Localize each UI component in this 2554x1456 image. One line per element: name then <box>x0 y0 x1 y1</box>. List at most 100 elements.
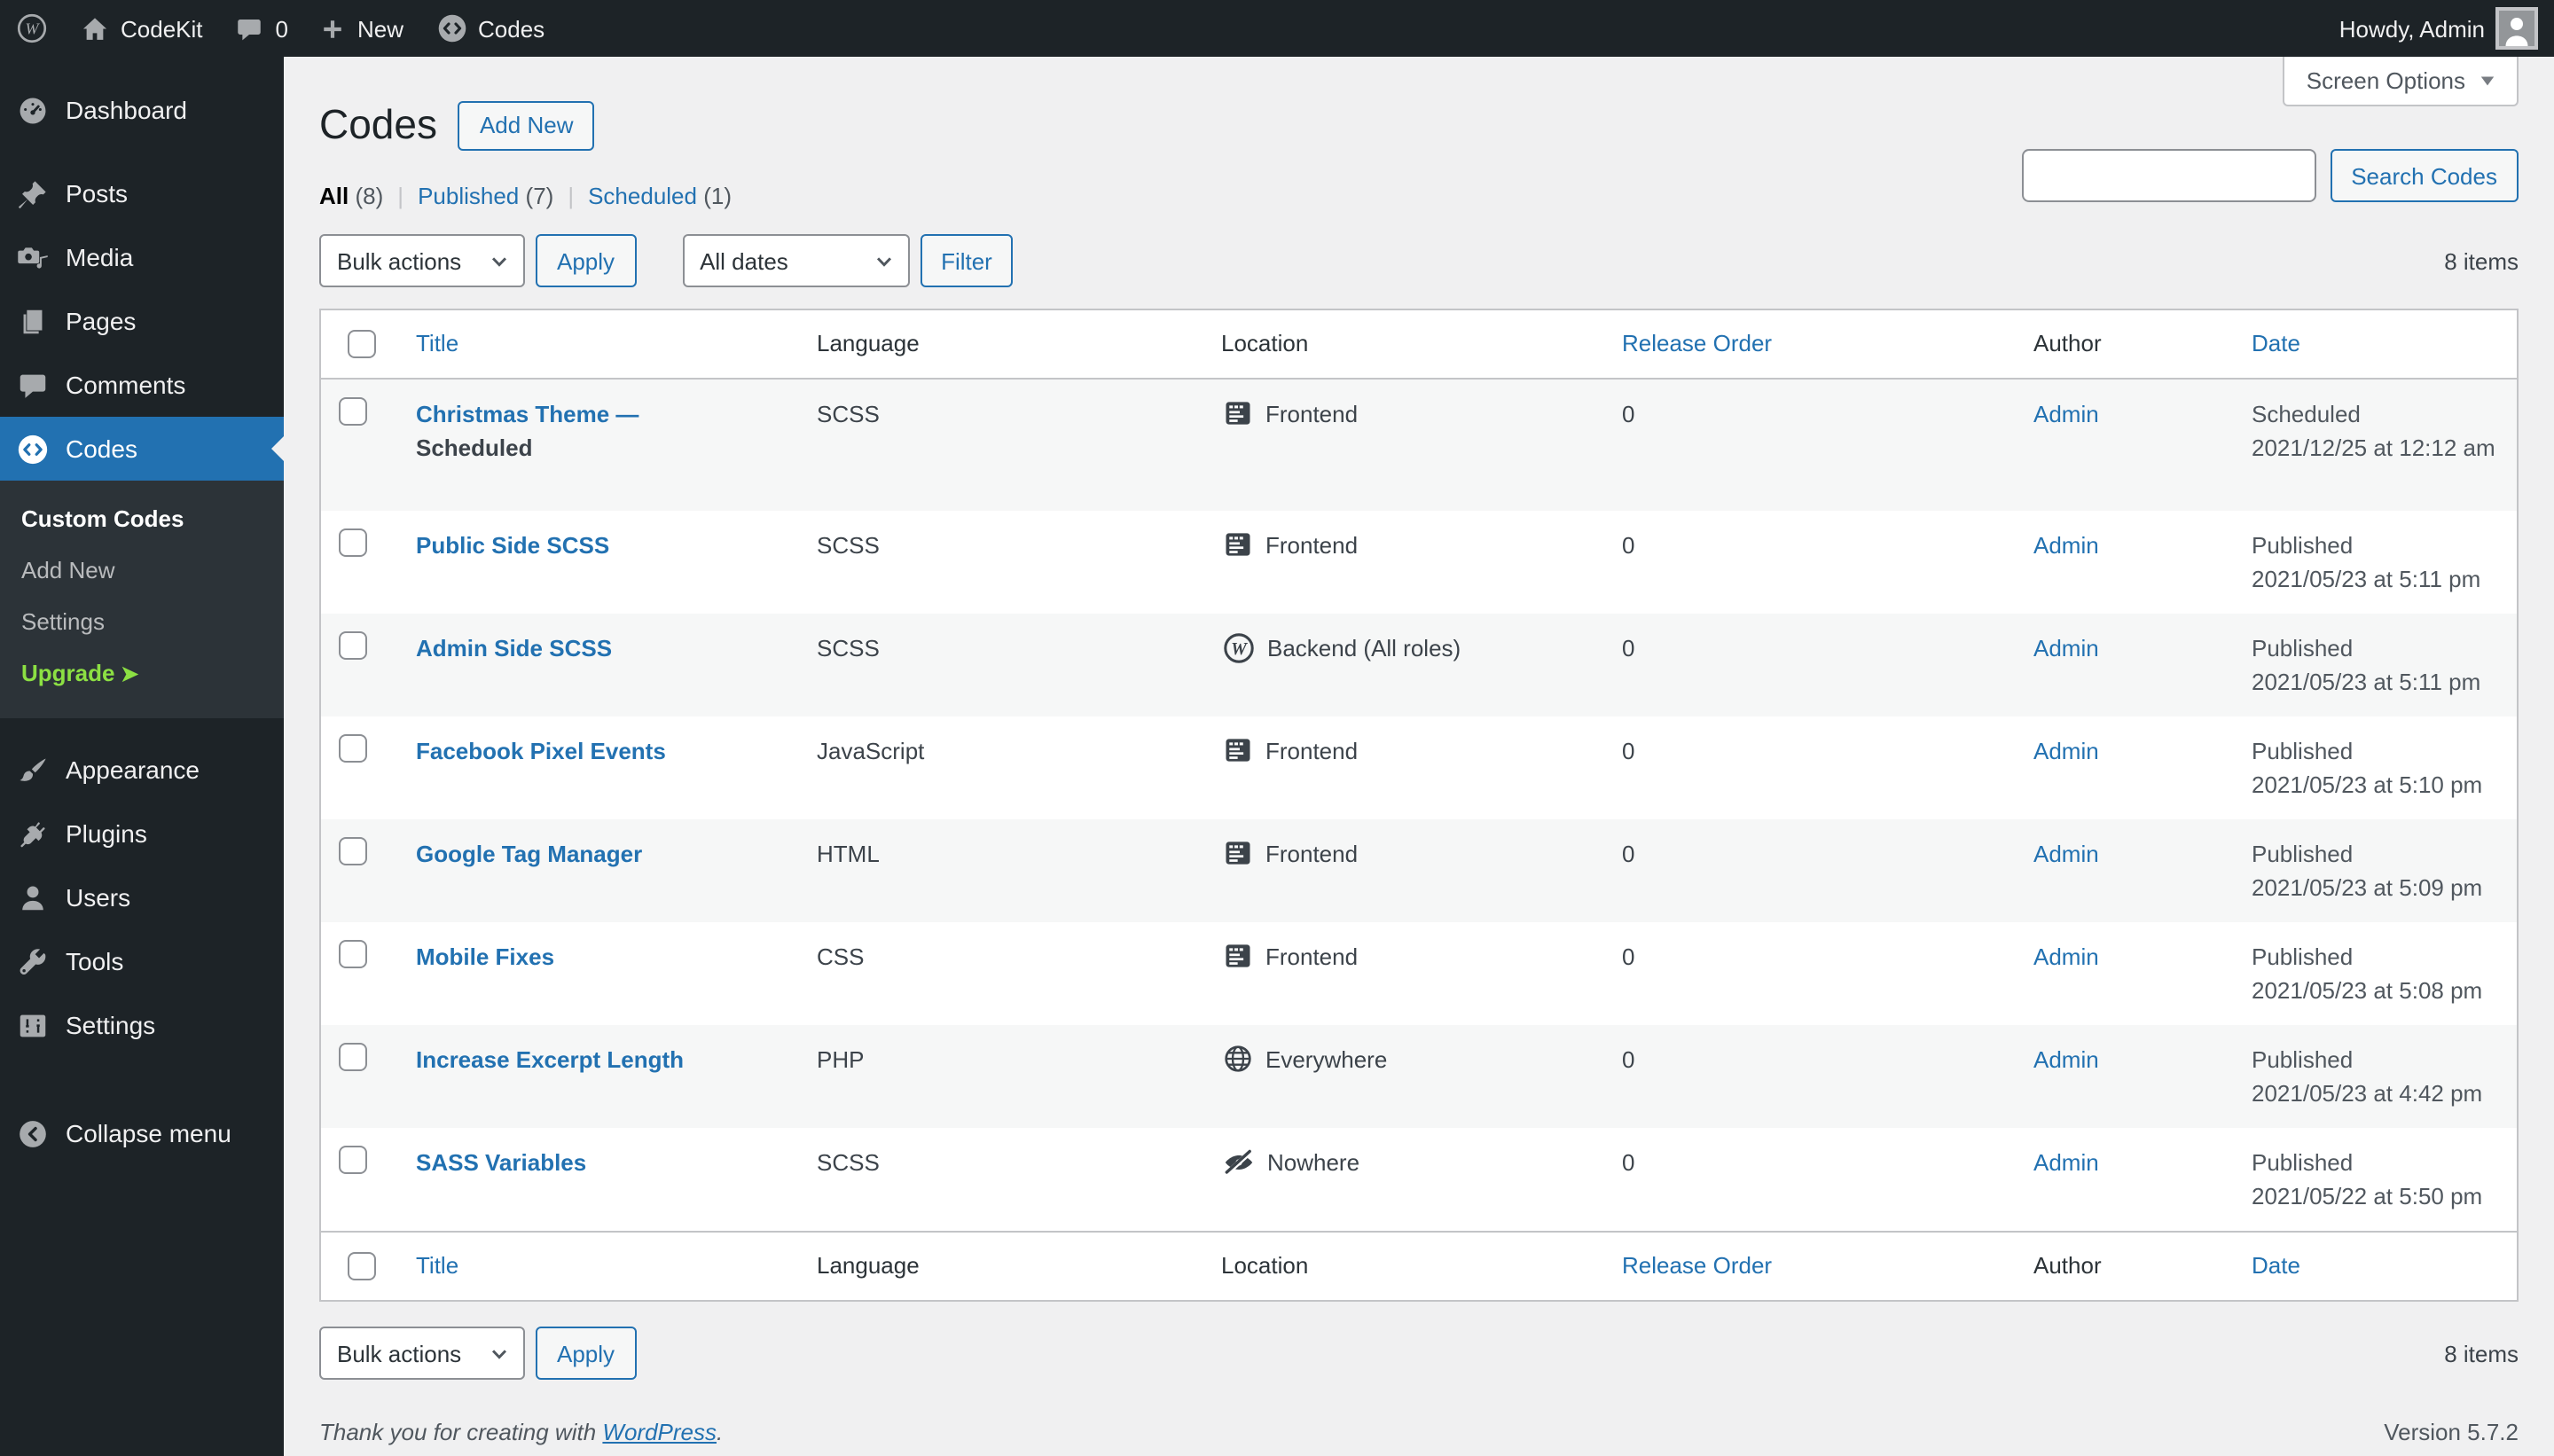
new-content-menu[interactable]: New <box>304 0 419 57</box>
filter-button[interactable]: Filter <box>920 234 1014 287</box>
admin-sidebar: Dashboard Posts Media Pages Comments Codes Cus… <box>0 57 284 1456</box>
apply-button[interactable]: Apply <box>536 234 637 287</box>
table-row: Admin Side SCSS SCSS W Backend (All roles) 0… <box>320 614 2518 716</box>
author-cell: Admin <box>2016 379 2234 511</box>
column-header-title: Title <box>398 309 799 380</box>
sidebar-item-users[interactable]: Users <box>0 865 284 929</box>
table-body: Christmas Theme — Scheduled SCSS Frontend 0 A… <box>320 379 2518 1232</box>
row-title-link[interactable]: Google Tag Manager <box>416 841 643 867</box>
apply-button-bottom[interactable]: Apply <box>536 1327 637 1380</box>
author-link[interactable]: Admin <box>2033 401 2099 427</box>
sidebar-item-comments[interactable]: Comments <box>0 353 284 417</box>
sidebar-item-codes[interactable]: Codes <box>0 417 284 481</box>
my-account-menu[interactable]: Howdy, Admin <box>2323 0 2554 57</box>
search-input[interactable] <box>2021 149 2316 202</box>
author-link[interactable]: Admin <box>2033 1046 2099 1073</box>
chevron-down-icon <box>491 1349 507 1358</box>
author-link[interactable]: Admin <box>2033 635 2099 661</box>
release-order-cell: 0 <box>1622 841 1635 867</box>
menu-separator <box>0 142 284 161</box>
submenu-item-add-new[interactable]: Add New <box>21 557 115 583</box>
view-link-current[interactable]: All <box>319 183 349 209</box>
screen-options-tab[interactable]: Screen Options <box>2283 57 2519 106</box>
comment-bubble-icon <box>235 13 265 43</box>
row-title-link[interactable]: Facebook Pixel Events <box>416 738 666 764</box>
sort-link-release-order[interactable]: Release Order <box>1622 1252 1773 1279</box>
select-row-checkbox[interactable] <box>339 397 367 426</box>
sort-link-title[interactable]: Title <box>416 1252 459 1279</box>
sidebar-item-collapse-menu[interactable]: Collapse menu <box>0 1101 284 1165</box>
select-all-checkbox[interactable] <box>348 330 376 358</box>
dates-filter-select[interactable]: All dates <box>682 234 910 287</box>
sidebar-item-appearance[interactable]: Appearance <box>0 738 284 802</box>
date-value: 2021/05/23 at 5:08 pm <box>2252 977 2483 1004</box>
submenu-item-settings[interactable]: Settings <box>21 608 105 635</box>
media-icon <box>14 239 50 275</box>
row-title-link[interactable]: Mobile Fixes <box>416 943 555 970</box>
wordpress-backend-icon: W <box>1221 631 1255 665</box>
select-row-checkbox[interactable] <box>339 1043 367 1071</box>
date-cell: Published 2021/05/22 at 5:50 pm <box>2234 1128 2518 1232</box>
add-new-button[interactable]: Add New <box>458 100 595 150</box>
sidebar-item-pages[interactable]: Pages <box>0 289 284 353</box>
sort-link-date[interactable]: Date <box>2252 1252 2300 1279</box>
location-cell: Frontend <box>1203 511 1604 614</box>
sidebar-item-label: Settings <box>66 1011 156 1039</box>
author-link[interactable]: Admin <box>2033 532 2099 559</box>
sidebar-item-label: Tools <box>66 947 124 975</box>
sidebar-item-plugins[interactable]: Plugins <box>0 802 284 865</box>
sidebar-item-media[interactable]: Media <box>0 225 284 289</box>
select-row-checkbox[interactable] <box>339 837 367 865</box>
sidebar-item-posts[interactable]: Posts <box>0 161 284 225</box>
thanks-text: Thank you for creating with <box>319 1419 603 1445</box>
row-title-link[interactable]: Public Side SCSS <box>416 532 610 559</box>
dates-filter-label: All dates <box>700 247 788 274</box>
release-order-cell: 0 <box>1622 943 1635 970</box>
select-row-checkbox[interactable] <box>339 940 367 968</box>
author-link[interactable]: Admin <box>2033 943 2099 970</box>
wordpress-link[interactable]: WordPress <box>602 1419 717 1445</box>
search-codes-button[interactable]: Search Codes <box>2330 149 2519 202</box>
sort-link-date[interactable]: Date <box>2252 330 2300 356</box>
sort-link-title[interactable]: Title <box>416 330 459 356</box>
wp-logo-menu[interactable]: W <box>0 0 64 57</box>
frontend-window-icon <box>1221 837 1253 869</box>
bulk-actions-label: Bulk actions <box>337 1340 462 1366</box>
frontend-window-icon <box>1221 528 1253 560</box>
view-link[interactable]: Scheduled <box>588 183 697 209</box>
date-value: 2021/05/22 at 5:50 pm <box>2252 1183 2483 1209</box>
author-link[interactable]: Admin <box>2033 1149 2099 1176</box>
bulk-actions-select-bottom[interactable]: Bulk actions <box>319 1327 525 1380</box>
submenu-item-upgrade[interactable]: Upgrade ➤ <box>21 660 139 686</box>
table-row: SASS Variables SCSS Nowhere 0 Admin Published… <box>320 1128 2518 1232</box>
select-row-checkbox[interactable] <box>339 734 367 763</box>
sidebar-item-dashboard[interactable]: Dashboard <box>0 78 284 142</box>
sort-link-release-order[interactable]: Release Order <box>1622 330 1773 356</box>
submenu-item-custom-codes[interactable]: Custom Codes <box>21 505 184 532</box>
items-count-bottom: 8 items <box>2444 1340 2519 1366</box>
select-all-checkbox[interactable] <box>348 1252 376 1280</box>
items-count: 8 items <box>2444 247 2519 274</box>
row-title-link[interactable]: SASS Variables <box>416 1149 587 1176</box>
codes-toolbar-menu[interactable]: Codes <box>419 0 560 57</box>
author-cell: Admin <box>2016 922 2234 1025</box>
sidebar-item-label: Media <box>66 243 134 271</box>
settings-icon <box>14 1007 50 1043</box>
row-title-link[interactable]: Increase Excerpt Length <box>416 1046 684 1073</box>
row-title-link[interactable]: Christmas Theme — <box>416 401 639 427</box>
site-menu[interactable]: CodeKit <box>64 0 219 57</box>
select-row-checkbox[interactable] <box>339 1146 367 1174</box>
sidebar-item-label: Users <box>66 883 131 912</box>
comments-menu[interactable]: 0 <box>219 0 304 57</box>
select-row-checkbox[interactable] <box>339 528 367 557</box>
sidebar-item-tools[interactable]: Tools <box>0 929 284 993</box>
view-link[interactable]: Published <box>418 183 520 209</box>
location-cell: Frontend <box>1203 819 1604 922</box>
row-title-link[interactable]: Admin Side SCSS <box>416 635 613 661</box>
author-link[interactable]: Admin <box>2033 841 2099 867</box>
sidebar-item-settings[interactable]: Settings <box>0 993 284 1057</box>
date-status: Published <box>2252 943 2354 970</box>
bulk-actions-select[interactable]: Bulk actions <box>319 234 525 287</box>
author-link[interactable]: Admin <box>2033 738 2099 764</box>
select-row-checkbox[interactable] <box>339 631 367 660</box>
